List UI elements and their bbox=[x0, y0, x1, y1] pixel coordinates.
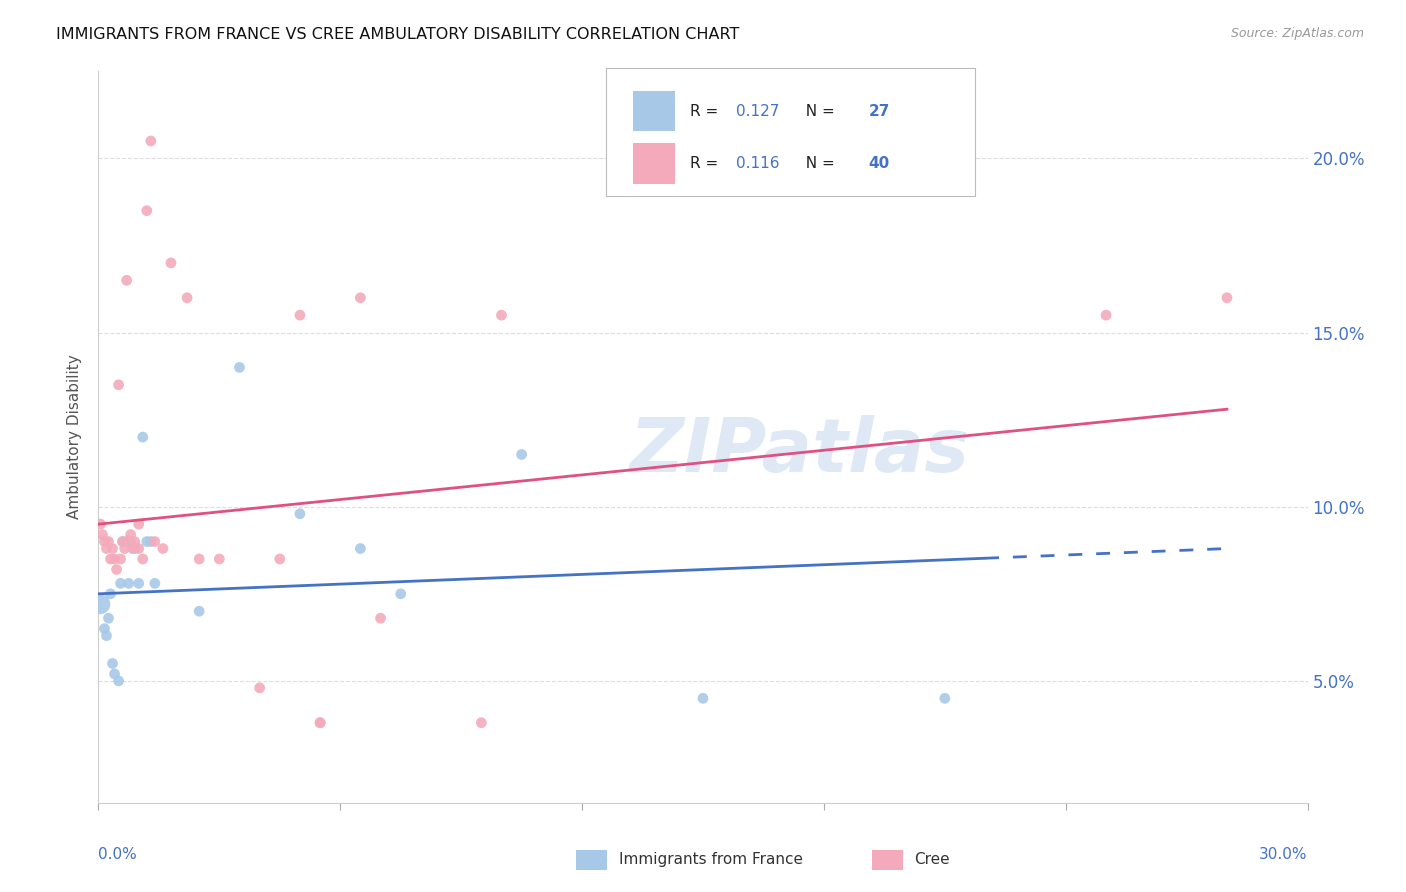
Point bbox=[115, 273, 138, 287]
Point bbox=[101, 657, 124, 671]
FancyBboxPatch shape bbox=[606, 68, 976, 195]
Point bbox=[101, 541, 124, 556]
Text: 0.0%: 0.0% bbox=[98, 847, 138, 862]
Text: Source: ZipAtlas.com: Source: ZipAtlas.com bbox=[1230, 27, 1364, 40]
Text: 0.127: 0.127 bbox=[735, 103, 779, 119]
Point bbox=[128, 541, 150, 556]
Point bbox=[143, 534, 166, 549]
Point bbox=[89, 597, 111, 611]
Text: Cree: Cree bbox=[914, 853, 949, 867]
Point bbox=[118, 576, 141, 591]
Point bbox=[111, 534, 134, 549]
Point bbox=[208, 552, 231, 566]
Point bbox=[111, 534, 134, 549]
Point bbox=[370, 611, 392, 625]
Point bbox=[100, 587, 122, 601]
Point bbox=[249, 681, 271, 695]
Point bbox=[188, 604, 211, 618]
Point bbox=[124, 541, 146, 556]
Text: 30.0%: 30.0% bbox=[1260, 847, 1308, 862]
Point bbox=[288, 507, 311, 521]
Point bbox=[128, 517, 150, 532]
Text: Immigrants from France: Immigrants from France bbox=[619, 853, 803, 867]
Point bbox=[110, 576, 132, 591]
Point bbox=[349, 291, 371, 305]
Point bbox=[934, 691, 956, 706]
Point bbox=[93, 622, 115, 636]
Point bbox=[1095, 308, 1118, 322]
Point bbox=[309, 715, 332, 730]
Text: 0.116: 0.116 bbox=[735, 156, 779, 171]
Point bbox=[105, 562, 128, 576]
Point bbox=[176, 291, 198, 305]
Point bbox=[288, 308, 311, 322]
Text: 27: 27 bbox=[869, 103, 890, 119]
Point bbox=[107, 377, 129, 392]
Point bbox=[128, 576, 150, 591]
Point bbox=[188, 552, 211, 566]
Point bbox=[124, 534, 146, 549]
Point bbox=[139, 534, 162, 549]
Point bbox=[132, 430, 155, 444]
Point bbox=[118, 534, 141, 549]
Point bbox=[103, 552, 125, 566]
Point bbox=[97, 534, 120, 549]
Point bbox=[91, 527, 114, 541]
Point bbox=[510, 448, 533, 462]
Point bbox=[110, 552, 132, 566]
Text: IMMIGRANTS FROM FRANCE VS CREE AMBULATORY DISABILITY CORRELATION CHART: IMMIGRANTS FROM FRANCE VS CREE AMBULATOR… bbox=[56, 27, 740, 42]
Point bbox=[135, 534, 157, 549]
Point bbox=[269, 552, 291, 566]
Point bbox=[152, 541, 174, 556]
Point bbox=[470, 715, 492, 730]
Text: R =: R = bbox=[690, 103, 723, 119]
Bar bbox=[633, 144, 675, 184]
Point bbox=[115, 534, 138, 549]
Point bbox=[96, 541, 118, 556]
Point bbox=[160, 256, 183, 270]
Point bbox=[309, 715, 332, 730]
Point bbox=[139, 134, 162, 148]
Text: ZIPatlas: ZIPatlas bbox=[630, 415, 970, 488]
Point bbox=[96, 629, 118, 643]
Point bbox=[349, 541, 371, 556]
Point bbox=[692, 691, 714, 706]
Point bbox=[89, 517, 111, 532]
Text: N =: N = bbox=[796, 103, 839, 119]
Text: R =: R = bbox=[690, 156, 723, 171]
Point bbox=[1216, 291, 1239, 305]
Y-axis label: Ambulatory Disability: Ambulatory Disability bbox=[67, 355, 83, 519]
Point bbox=[103, 667, 125, 681]
Point bbox=[491, 308, 513, 322]
Bar bbox=[633, 91, 675, 131]
Point bbox=[389, 587, 412, 601]
Point bbox=[121, 541, 143, 556]
Point bbox=[143, 576, 166, 591]
Point bbox=[93, 534, 115, 549]
Text: N =: N = bbox=[796, 156, 839, 171]
Text: 40: 40 bbox=[869, 156, 890, 171]
Point bbox=[228, 360, 250, 375]
Point bbox=[114, 541, 136, 556]
Point bbox=[97, 611, 120, 625]
Point bbox=[100, 552, 122, 566]
Point bbox=[120, 534, 142, 549]
Point bbox=[107, 673, 129, 688]
Point bbox=[120, 527, 142, 541]
Point bbox=[132, 552, 155, 566]
Point bbox=[135, 203, 157, 218]
